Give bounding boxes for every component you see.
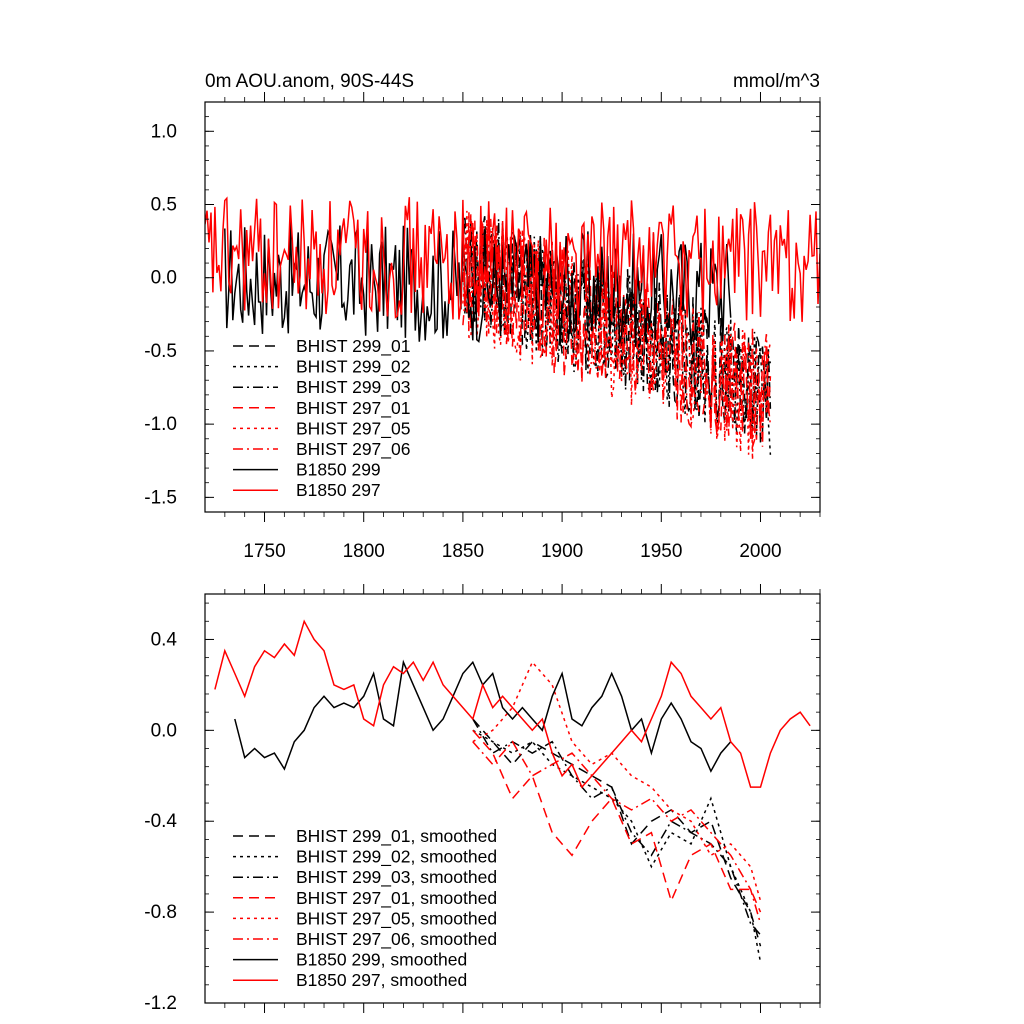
legend-label: BHIST 297_05, smoothed: [296, 908, 497, 929]
x-tick-label: 1800: [343, 541, 385, 562]
x-tick-label: 1750: [243, 541, 285, 562]
legend-label: BHIST 299_01, smoothed: [296, 826, 497, 847]
y-tick-label: 0.0: [151, 720, 177, 741]
plot-frame: [204, 593, 821, 1004]
series-line-5: [462, 210, 772, 460]
y-tick-label: 0.0: [151, 268, 177, 289]
series-line-6: [472, 740, 762, 924]
legend-label: BHIST 299_01: [296, 336, 410, 357]
legend-label: BHIST 299_03, smoothed: [296, 867, 497, 888]
top-units-label: mmol/m^3: [733, 71, 820, 92]
bottom-axes: 0.4 0.0 -0.4 -0.8 -1.2: [144, 584, 821, 1014]
legend-label: BHIST 299_03: [296, 377, 410, 398]
series-line-3: [472, 718, 762, 936]
series-line-8: [205, 196, 820, 324]
y-tick-label: -1.2: [144, 993, 177, 1014]
bottom-panel: 0.4 0.0 -0.4 -0.8 -1.2 BHIST 299_01, smoothe…: [144, 584, 821, 1014]
series-line-2: [472, 729, 762, 963]
y-tick-label: -1.0: [144, 414, 177, 435]
y-tick-label: -1.5: [144, 487, 177, 508]
series-line-8: [214, 619, 811, 789]
legend-label: BHIST 297_06, smoothed: [296, 929, 497, 950]
x-tick-label: 1900: [541, 541, 583, 562]
y-tick-label: -0.5: [144, 341, 177, 362]
bottom-series-group: [214, 619, 811, 963]
x-tick-label: 1950: [640, 541, 682, 562]
plot-area: [205, 196, 820, 460]
legend-label: B1850 297: [296, 480, 381, 500]
y-tick-label: 0.5: [151, 195, 177, 216]
series-line-7: [234, 659, 732, 773]
series-line-5: [472, 660, 762, 902]
legend-label: BHIST 297_05: [296, 418, 410, 439]
y-tick-label: -0.8: [144, 902, 177, 923]
top-axes: 1.0 0.5 0.0 -0.5 -1.0 -1.5 1750 1800 1850 1900 195…: [144, 92, 821, 562]
top-series-group: [205, 196, 820, 460]
top-chart-title: 0m AOU.anom, 90S-44S: [205, 71, 414, 92]
legend-label: B1850 299, smoothed: [296, 950, 467, 970]
legend-label: BHIST 299_02: [296, 357, 410, 378]
top-panel: 0m AOU.anom, 90S-44S mmol/m^3 1.0 0.5 0.0 -…: [144, 71, 821, 562]
legend-label: BHIST 297_06: [296, 439, 410, 460]
legend-label: BHIST 297_01: [296, 398, 410, 419]
series-line-4: [472, 729, 762, 913]
legend-label: BHIST 297_01, smoothed: [296, 888, 497, 909]
y-tick-label: 0.4: [151, 629, 178, 650]
plot-area: [214, 619, 811, 963]
series-line-1: [472, 718, 762, 947]
legend-label: BHIST 299_02, smoothed: [296, 847, 497, 868]
y-tick-label: 1.0: [151, 121, 177, 142]
x-tick-label: 1850: [442, 541, 484, 562]
y-tick-label: -0.4: [144, 811, 177, 832]
legend-label: B1850 297, smoothed: [296, 970, 467, 990]
legend-label: B1850 299: [296, 460, 381, 480]
x-tick-label: 2000: [739, 541, 781, 562]
